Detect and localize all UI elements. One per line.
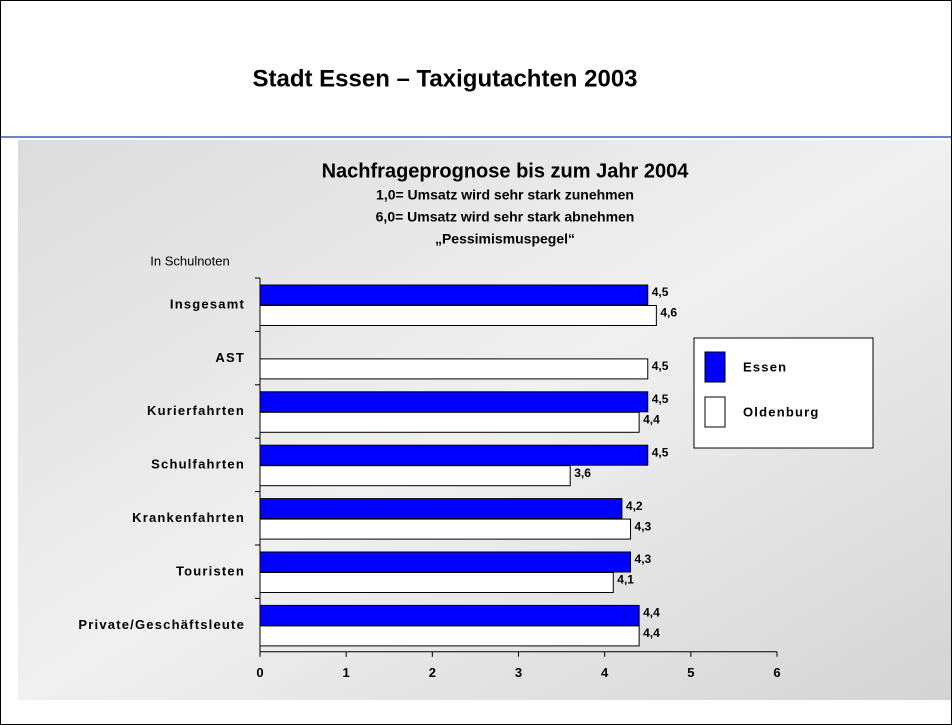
value-label: 4,6: [660, 306, 677, 320]
bar: [259, 284, 649, 306]
legend-label: Oldenburg: [743, 404, 820, 419]
value-label: 4,1: [617, 573, 634, 587]
value-label: 4,2: [626, 499, 643, 513]
y-tick-label: Touristen: [176, 563, 245, 578]
bar: [259, 551, 632, 573]
value-label: 4,3: [635, 519, 652, 533]
legend-swatch: [704, 396, 726, 428]
chart-subtitle: „Pessimismuspegel“: [435, 231, 575, 247]
x-tick-label: 4: [601, 665, 609, 680]
bar: [259, 572, 614, 593]
bar: [259, 465, 571, 487]
x-tick-label: 6: [773, 665, 780, 680]
bar: [259, 358, 649, 380]
y-tick-label: AST: [215, 350, 245, 365]
y-tick-label: Private/Geschäftsleute: [78, 617, 245, 632]
y-tick-label: Krankenfahrten: [132, 510, 245, 525]
legend-swatch: [704, 351, 726, 383]
chart-title: Nachfrageprognose bis zum Jahr 2004: [322, 160, 690, 182]
value-label: 4,4: [643, 606, 660, 620]
value-label: 3,6: [574, 466, 591, 480]
x-tick-label: 5: [687, 665, 694, 680]
value-label: 4,4: [643, 412, 660, 426]
value-label: 4,4: [643, 626, 660, 640]
bar: [259, 444, 649, 466]
bar: [259, 604, 640, 626]
value-label: 4,5: [652, 285, 669, 299]
value-label: 4,5: [652, 359, 669, 373]
x-tick-label: 2: [429, 665, 436, 680]
x-tick-label: 3: [515, 665, 522, 680]
value-label: 4,5: [652, 392, 669, 406]
y-tick-label: Insgesamt: [170, 296, 245, 311]
y-tick-label: Schulfahrten: [151, 457, 245, 472]
slide-title: Stadt Essen – Taxigutachten 2003: [252, 65, 637, 92]
chart-subtitle: 1,0= Umsatz wird sehr stark zunehmen: [376, 187, 634, 203]
value-label: 4,3: [635, 552, 652, 566]
bar: [259, 625, 640, 647]
bar: [259, 411, 640, 433]
chart-subtitle: 6,0= Umsatz wird sehr stark abnehmen: [376, 209, 635, 225]
legend-label: Essen: [743, 359, 787, 374]
bar: [259, 391, 649, 413]
value-label: 4,5: [652, 445, 669, 459]
axis-label: In Schulnoten: [150, 253, 230, 268]
bar: [259, 305, 657, 326]
bar: [259, 518, 632, 540]
x-tick-label: 1: [343, 665, 350, 680]
x-tick-label: 0: [256, 665, 263, 680]
bar: [259, 498, 623, 520]
y-tick-label: Kurierfahrten: [147, 403, 245, 418]
